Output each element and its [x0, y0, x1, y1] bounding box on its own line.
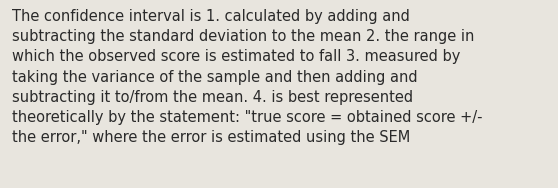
- Text: The confidence interval is 1. calculated by adding and
subtracting the standard : The confidence interval is 1. calculated…: [12, 9, 483, 145]
